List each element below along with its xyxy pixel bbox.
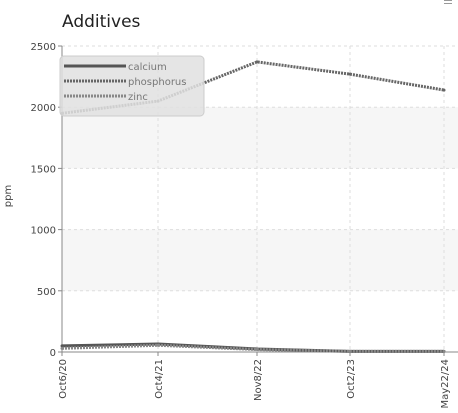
legend: calcium phosphorus zinc <box>59 55 205 117</box>
y-tick-label: 0 <box>50 348 56 359</box>
legend-label-zinc[interactable]: zinc <box>128 92 148 103</box>
x-tick-label: Nov8/22 <box>253 359 264 401</box>
plot-bands <box>62 107 458 291</box>
x-tick-label: May22/24 <box>440 359 451 409</box>
series-point-phosphorus <box>255 60 259 64</box>
series-point-zinc <box>255 348 259 352</box>
plot-band <box>62 229 458 291</box>
plot-band <box>62 107 458 169</box>
chart-title: Additives <box>62 12 141 32</box>
series-point-zinc <box>442 349 446 353</box>
legend-label-phosphorus[interactable]: phosphorus <box>128 77 186 88</box>
series-point-zinc <box>156 343 160 347</box>
menu-icon[interactable] <box>444 0 452 6</box>
y-tick-label: 500 <box>37 287 56 298</box>
series-point-zinc <box>60 346 64 350</box>
x-tick-label: Oct4/21 <box>154 359 165 399</box>
series-point-phosphorus <box>348 72 352 76</box>
series-point-zinc <box>348 349 352 353</box>
x-tick-label: Oct6/20 <box>58 359 69 399</box>
y-axis-label: ppm <box>3 185 14 207</box>
series-point-calcium <box>60 344 64 348</box>
y-tick-label: 1000 <box>31 226 56 237</box>
y-tick-label: 2500 <box>31 42 56 53</box>
y-tick-label: 1500 <box>31 164 56 175</box>
x-tick-label: Oct2/23 <box>346 359 357 399</box>
legend-label-calcium[interactable]: calcium <box>128 62 167 73</box>
series-point-phosphorus <box>442 88 446 92</box>
legend-box <box>59 55 205 117</box>
y-tick-label: 2000 <box>31 103 56 114</box>
